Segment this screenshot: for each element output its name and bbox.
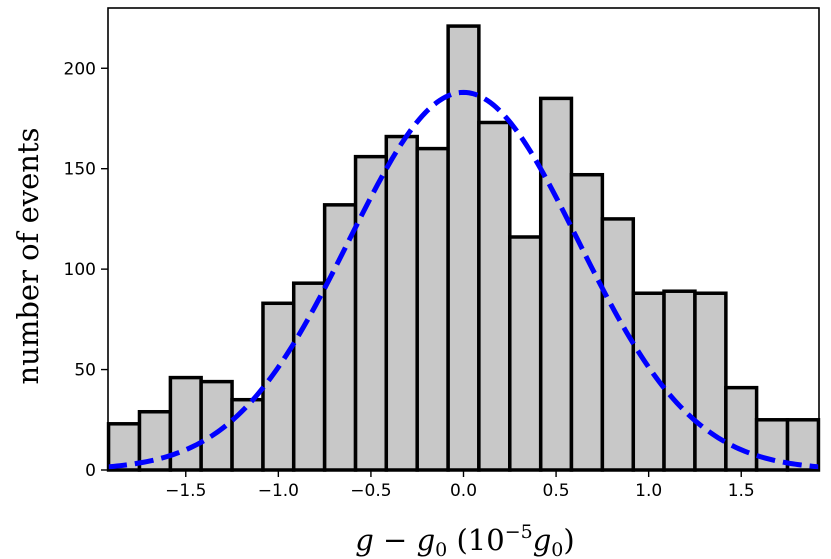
xlabel-g0-sub: 0 [435,539,447,559]
xlabel-exp: −5 [505,521,533,543]
histogram-bar [538,96,574,472]
x-tick-label: −1.0 [258,481,299,501]
histogram-bar [353,154,389,472]
histogram-bar [384,134,419,472]
xlabel-g0-base: g [417,523,436,557]
xlabel-g0b-sub: 0 [551,539,563,559]
y-axis-label: number of events [11,128,45,385]
y-tick-label: 100 [64,260,96,280]
y-tick-label: 200 [64,59,96,79]
histogram-bar [230,397,265,472]
x-tick-label: 1.5 [728,481,755,501]
y-tick-label: 150 [64,160,96,180]
histogram-bar [291,281,327,472]
gaussian-fit-curve [107,89,820,470]
xlabel-open: (10 [447,523,504,557]
histogram-bar [724,385,759,472]
x-tick-label: 0.0 [450,481,477,501]
histogram-bar [199,379,234,472]
histogram-bar [693,291,728,472]
xlabel-close: ) [563,523,574,557]
x-axis-label: g − g0 (10−5g0) [355,521,574,559]
histogram-bar [569,172,605,472]
y-tick-label: 0 [85,461,96,481]
xlabel-g0b-base: g [533,523,552,557]
x-tick-label: 0.5 [543,481,570,501]
histogram-bar [261,301,296,472]
x-tick-label: −0.5 [350,481,391,501]
xlabel-g: g [355,523,374,557]
x-tick-label: −1.5 [165,481,206,501]
x-tick-label: 1.0 [635,481,662,501]
xlabel-minus: − [374,523,417,557]
histogram-bar [508,235,543,472]
histogram-bar [662,289,697,472]
x-axis-ticks: −1.5 −1.0 −0.5 0.0 0.5 1.0 1.5 [165,470,755,501]
histogram-bar [322,203,358,472]
histogram-bar [415,146,450,472]
histogram-bar [600,217,636,472]
histogram-bar [477,120,512,472]
y-axis-ticks: 0 50 100 150 200 [64,59,108,481]
y-tick-label: 50 [74,361,96,381]
